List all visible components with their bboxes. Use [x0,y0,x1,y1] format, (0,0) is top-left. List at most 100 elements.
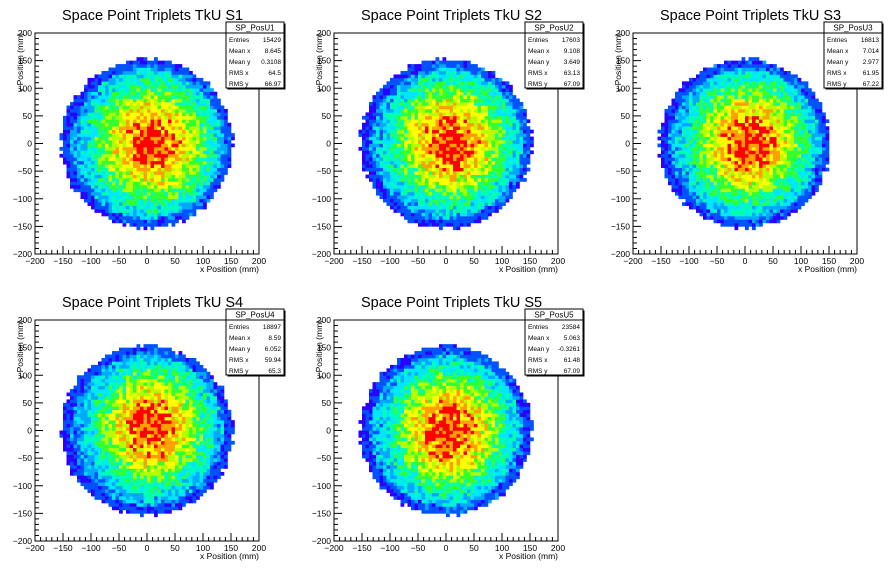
heatmap-cell [394,157,398,161]
heatmap-cell [425,88,429,92]
heatmap-cell [506,137,510,141]
heatmap-cell [474,150,478,154]
heatmap-cell [137,154,141,158]
heatmap-cell [422,209,426,213]
heatmap-cell [717,188,721,192]
heatmap-cell [217,126,221,130]
heatmap-cell [499,147,503,151]
heatmap-cell [105,123,109,127]
heatmap-cell [158,78,162,82]
heatmap-cell [689,133,693,137]
heatmap-cell [418,178,422,182]
heatmap-cell [109,213,113,217]
heatmap-cell [373,154,377,158]
heatmap-cell [717,88,721,92]
heatmap-cell [411,202,415,206]
heatmap-cell [509,144,513,148]
heatmap-cell [429,168,433,172]
heatmap-cell [147,137,151,141]
heatmap-cell [214,157,218,161]
heatmap-cell [728,140,732,144]
heatmap-cell [380,140,384,144]
heatmap-cell [735,147,739,151]
heatmap-cell [717,78,721,82]
heatmap-cell [474,219,478,223]
heatmap-cell [700,130,704,134]
heatmap-cell [520,168,524,172]
heatmap-cell [147,195,151,199]
heatmap-cell [186,150,190,154]
heatmap-cell [471,209,475,213]
heatmap-cell [446,175,450,179]
heatmap-cell [481,126,485,130]
heatmap-cell [432,219,436,223]
heatmap-cell [401,157,405,161]
heatmap-cell [492,78,496,82]
heatmap-cell [436,109,440,113]
heatmap-cell [74,188,78,192]
heatmap-cell [481,102,485,106]
heatmap-cell [366,147,370,151]
heatmap-cell [689,202,693,206]
heatmap-cell [492,144,496,148]
heatmap-cell [397,185,401,189]
heatmap-cell [210,123,214,127]
heatmap-cell [98,74,102,78]
heatmap-cell [411,178,415,182]
heatmap-cell [376,147,380,151]
heatmap-cell [682,188,686,192]
heatmap-cell [745,140,749,144]
heatmap-cell [126,85,130,89]
heatmap-cell [175,209,179,213]
heatmap-cell [422,168,426,172]
heatmap-cell [168,185,172,189]
heatmap-cell [95,150,99,154]
heatmap-cell [411,206,415,210]
heatmap-cell [464,147,468,151]
heatmap-cell [523,126,527,130]
heatmap-cell [63,130,67,134]
heatmap-cell [154,133,158,137]
heatmap-cell [488,147,492,151]
heatmap-cell [488,206,492,210]
heatmap-cell [77,116,81,120]
heatmap-cell [703,181,707,185]
heatmap-cell [161,71,165,75]
heatmap-cell [84,147,88,151]
heatmap-cell [214,116,218,120]
heatmap-cell [411,85,415,89]
heatmap-cell [217,185,221,189]
heatmap-cell [186,130,190,134]
heatmap-cell [471,206,475,210]
heatmap-cell [387,99,391,103]
heatmap-cell [119,206,123,210]
heatmap-cell [158,130,162,134]
heatmap-cell [502,88,506,92]
heatmap-cell [731,161,735,165]
heatmap-cell [467,92,471,96]
heatmap-cell [401,209,405,213]
heatmap-cell [95,119,99,123]
heatmap-cell [214,126,218,130]
heatmap-cell [387,112,391,116]
heatmap-cell [422,64,426,68]
heatmap-cell [203,81,207,85]
heatmap-cell [161,126,165,130]
heatmap-cell [453,140,457,144]
heatmap-cell [380,192,384,196]
heatmap-cell [200,161,204,165]
x-tick-label: −150 [352,256,371,266]
heatmap-cell [672,140,676,144]
heatmap-cell [464,181,468,185]
heatmap-cell [439,168,443,172]
heatmap-cell [457,123,461,127]
heatmap-cell [137,192,141,196]
heatmap-cell [731,106,735,110]
heatmap-cell [425,92,429,96]
heatmap-cell [165,213,169,217]
heatmap-cell [439,199,443,203]
heatmap-cell [728,178,732,182]
heatmap-cell [200,192,204,196]
heatmap-cell [81,99,85,103]
